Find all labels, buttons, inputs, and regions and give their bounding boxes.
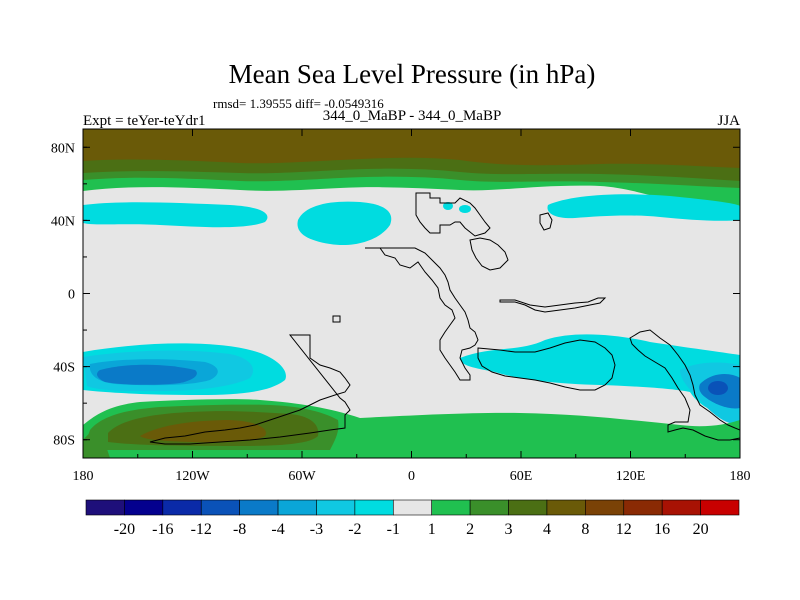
contour-indian-ocean-neg8	[708, 381, 728, 395]
island-coastline	[469, 237, 509, 271]
colorbar-swatch	[316, 499, 356, 516]
y-tick-label: 0	[68, 288, 75, 303]
contour-north-atlantic-neg1	[297, 201, 392, 246]
colorbar: -20 -16 -12 -8 -4 -3 -2 -1 1 2 3 4 8 12 16 20	[85, 499, 740, 538]
contour-south-8	[140, 420, 266, 443]
colorbar-label: -4	[271, 521, 284, 538]
pressure-contours	[83, 129, 740, 458]
colorbar-swatch	[700, 499, 740, 516]
colorbar-label: 16	[654, 521, 670, 538]
y-tick-label: 40S	[53, 361, 75, 376]
colorbar-swatch	[431, 499, 471, 516]
stats-label: rmsd= 1.39555 diff= -0.0549316	[213, 96, 384, 111]
colorbar-label: -1	[387, 521, 400, 538]
contour-indian-ocean-neg1	[460, 334, 740, 420]
colorbar-swatch	[354, 499, 394, 516]
x-tick-label: 60E	[510, 469, 533, 484]
contour-north-8	[83, 129, 740, 168]
colorbar-swatch	[585, 499, 625, 516]
x-tick-label: 120E	[616, 469, 646, 484]
x-axis: 180 120W 60W 0 60E 120E 180	[73, 129, 751, 484]
left-label: Expt = teYer-teYdr1	[83, 113, 205, 129]
colorbar-swatch	[200, 499, 240, 516]
colorbar-swatch	[469, 499, 509, 516]
colorbar-label: -2	[348, 521, 361, 538]
colorbar-label: 3	[505, 521, 513, 538]
colorbar-swatch	[124, 499, 164, 516]
colorbar-label: 4	[543, 521, 551, 538]
island-coastline	[539, 212, 553, 231]
colorbar-swatch	[661, 499, 701, 516]
colorbar-swatch	[623, 499, 663, 516]
x-tick-label: 180	[730, 469, 751, 484]
center-label: 344_0_MaBP - 344_0_MaBP	[323, 108, 502, 124]
australia-coastline	[477, 339, 616, 391]
contour-north-pacific-neg1	[83, 202, 268, 228]
contour-asia-neg1	[547, 194, 740, 221]
x-tick-label: 0	[408, 469, 415, 484]
contour-south-pacific-neg4	[97, 364, 197, 385]
chart-title: Mean Sea Level Pressure (in hPa)	[229, 59, 596, 89]
colorbar-label: 8	[581, 521, 589, 538]
colorbar-label: 1	[428, 521, 436, 538]
colorbar-swatch	[508, 499, 548, 516]
coastlines	[149, 192, 740, 445]
colorbar-label: -3	[310, 521, 323, 538]
island-coastline	[332, 315, 341, 323]
colorbar-swatch	[392, 499, 433, 516]
colorbar-label: 12	[616, 521, 632, 538]
contour-asia-small-neg1	[459, 205, 471, 213]
colorbar-swatch	[85, 499, 125, 516]
colorbar-label: 2	[466, 521, 474, 538]
indonesia-coastline	[499, 297, 607, 313]
south-america-coastline	[365, 247, 479, 381]
x-tick-label: 180	[73, 469, 94, 484]
colorbar-label: -8	[233, 521, 246, 538]
antarctica-coastline	[149, 334, 351, 445]
colorbar-swatch	[546, 499, 586, 516]
colorbar-label: 20	[693, 521, 709, 538]
colorbar-label: -20	[114, 521, 135, 538]
right-label: JJA	[717, 113, 740, 129]
colorbar-swatch	[239, 499, 279, 516]
y-axis: 80N 40N 0 40S 80S	[51, 141, 740, 449]
colorbar-swatch	[162, 499, 202, 516]
x-tick-label: 120W	[175, 469, 210, 484]
contour-asia-small-neg1	[443, 202, 453, 210]
colorbar-label: -12	[191, 521, 212, 538]
colorbar-swatch	[277, 499, 317, 516]
y-tick-label: 40N	[51, 214, 75, 229]
y-tick-label: 80N	[51, 141, 75, 156]
africa-coastline	[415, 192, 491, 237]
x-tick-label: 60W	[288, 469, 316, 484]
new-zealand-coastline	[629, 329, 740, 441]
colorbar-label: -16	[152, 521, 173, 538]
y-tick-label: 80S	[53, 434, 75, 449]
contour-south-3b	[83, 428, 110, 458]
